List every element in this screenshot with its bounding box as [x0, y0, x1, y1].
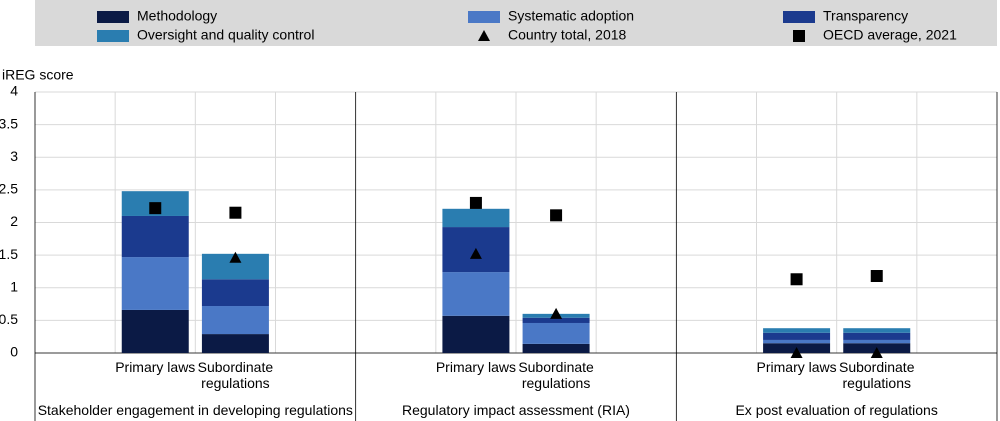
square-marker	[550, 209, 563, 222]
bar-segment	[763, 328, 831, 333]
bar-segment	[201, 334, 269, 353]
y-tick-label: 3	[10, 148, 18, 164]
y-tick-label: 2	[10, 213, 18, 229]
bar-segment	[121, 309, 189, 353]
group-label: Stakeholder engagement in developing reg…	[37, 402, 353, 418]
legend-swatch	[97, 30, 129, 42]
square-marker	[790, 273, 803, 286]
bar-segment	[843, 339, 911, 344]
bar-segment	[763, 332, 831, 340]
x-tick-label: Subordinate regulations	[518, 359, 594, 391]
legend-label: OECD average, 2021	[823, 27, 957, 43]
x-tick-label: Primary laws	[435, 359, 516, 375]
y-axis-label: iREG score	[2, 67, 74, 83]
triangle-marker	[550, 307, 563, 319]
triangle-marker	[870, 347, 883, 358]
legend-background	[35, 0, 997, 46]
legend-marker	[478, 30, 490, 41]
triangle-marker	[229, 251, 242, 263]
bar-segment	[442, 208, 510, 228]
bar-segment	[843, 328, 911, 333]
bar-segment	[201, 306, 269, 335]
y-tick-label: 0.5	[0, 311, 18, 327]
y-tick-label: 2.5	[0, 181, 18, 197]
legend-label: Country total, 2018	[508, 27, 627, 43]
bar-segment	[121, 257, 189, 310]
bar-segment	[522, 322, 590, 344]
square-marker	[149, 202, 162, 215]
legend-label: Systematic adoption	[508, 8, 634, 24]
y-tick-label: 1.5	[0, 246, 18, 262]
triangle-marker	[790, 347, 803, 358]
legend-label: Methodology	[137, 8, 217, 24]
triangle-marker	[469, 247, 482, 259]
legend-marker	[793, 30, 805, 42]
legend-label: Transparency	[823, 8, 908, 24]
bar-segment	[763, 339, 831, 344]
bar-segment	[442, 272, 510, 316]
group-label: Regulatory impact assessment (RIA)	[402, 402, 630, 418]
x-tick-label: Subordinate regulations	[197, 359, 274, 391]
square-marker	[469, 196, 482, 209]
group-label: Ex post evaluation of regulations	[735, 402, 938, 418]
bar-segment	[201, 279, 269, 307]
bar-segment	[121, 215, 189, 258]
square-marker	[229, 206, 242, 219]
bar-segment	[522, 317, 590, 323]
legend-swatch	[97, 11, 129, 23]
x-tick-label: Subordinate regulations	[838, 359, 915, 391]
x-tick-label: Primary laws	[115, 359, 196, 375]
square-marker	[870, 270, 883, 283]
y-tick-label: 0	[10, 344, 18, 360]
bar-segment	[843, 332, 911, 340]
y-tick-label: 1	[10, 278, 18, 294]
x-tick-label: Primary laws	[756, 359, 837, 375]
y-tick-label: 4	[10, 83, 18, 99]
legend-swatch	[468, 11, 500, 23]
legend-swatch	[783, 11, 815, 23]
legend-label: Oversight and quality control	[137, 27, 314, 43]
bar-segment	[442, 315, 510, 353]
bar-segment	[522, 343, 590, 353]
y-tick-label: 3.5	[0, 115, 18, 131]
